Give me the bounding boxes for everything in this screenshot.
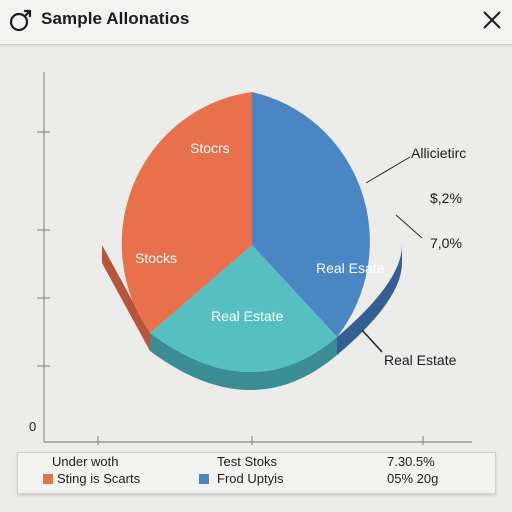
pie-slice-stocks [121,92,253,333]
slice-label-stocks: Stocks [135,250,178,266]
x-ticks [97,436,424,445]
slice-label-real-estate-bottom: Real Estate [211,308,284,324]
leader-allicietirc [365,156,411,184]
pie-slice-real-estate-teal [150,245,337,373]
y-tick-zero: 0 [29,419,37,434]
y-ticks [37,131,50,367]
pie-slice-real-estate-blue [252,92,370,337]
legend-swatch-stocks [43,474,53,484]
close-icon[interactable] [478,6,506,34]
pie-chart [37,72,472,445]
leader-value-2 [395,214,423,239]
legend-col1-item: Sting is Scarts [57,471,141,486]
chart-area [0,45,512,445]
legend-col3-item: 05% 20g [387,471,439,486]
legend-panel: Under woth Sting is Scarts Test Stoks Fr… [17,452,496,494]
pie-side-teal [150,333,337,391]
legend-col3-header: 7.30.5% [387,454,435,469]
slice-label-real-estate-right: Real Esate [316,260,385,276]
legend-col1-header: Under woth [52,454,119,469]
circle-arrow-icon [9,9,32,32]
legend-col2-header: Test Stoks [217,454,277,469]
callout-value-2: 7,0% [430,235,462,251]
pie-side-stocks [102,245,150,351]
title-bar: Sample Allonatios [0,0,512,45]
legend-swatch-real-estate [199,474,209,484]
callout-real-estate: Real Estate [384,352,457,368]
callout-title: Allicietirc [411,145,467,161]
window-title: Sample Allonatios [41,9,190,28]
pie-side-blue [337,245,402,355]
leader-real-estate [361,329,383,353]
legend-col2-item: Frod Uptyis [217,471,284,486]
callout-value-1: $,2% [430,190,462,206]
slice-label-stocks-top: Stocrs [190,140,230,156]
